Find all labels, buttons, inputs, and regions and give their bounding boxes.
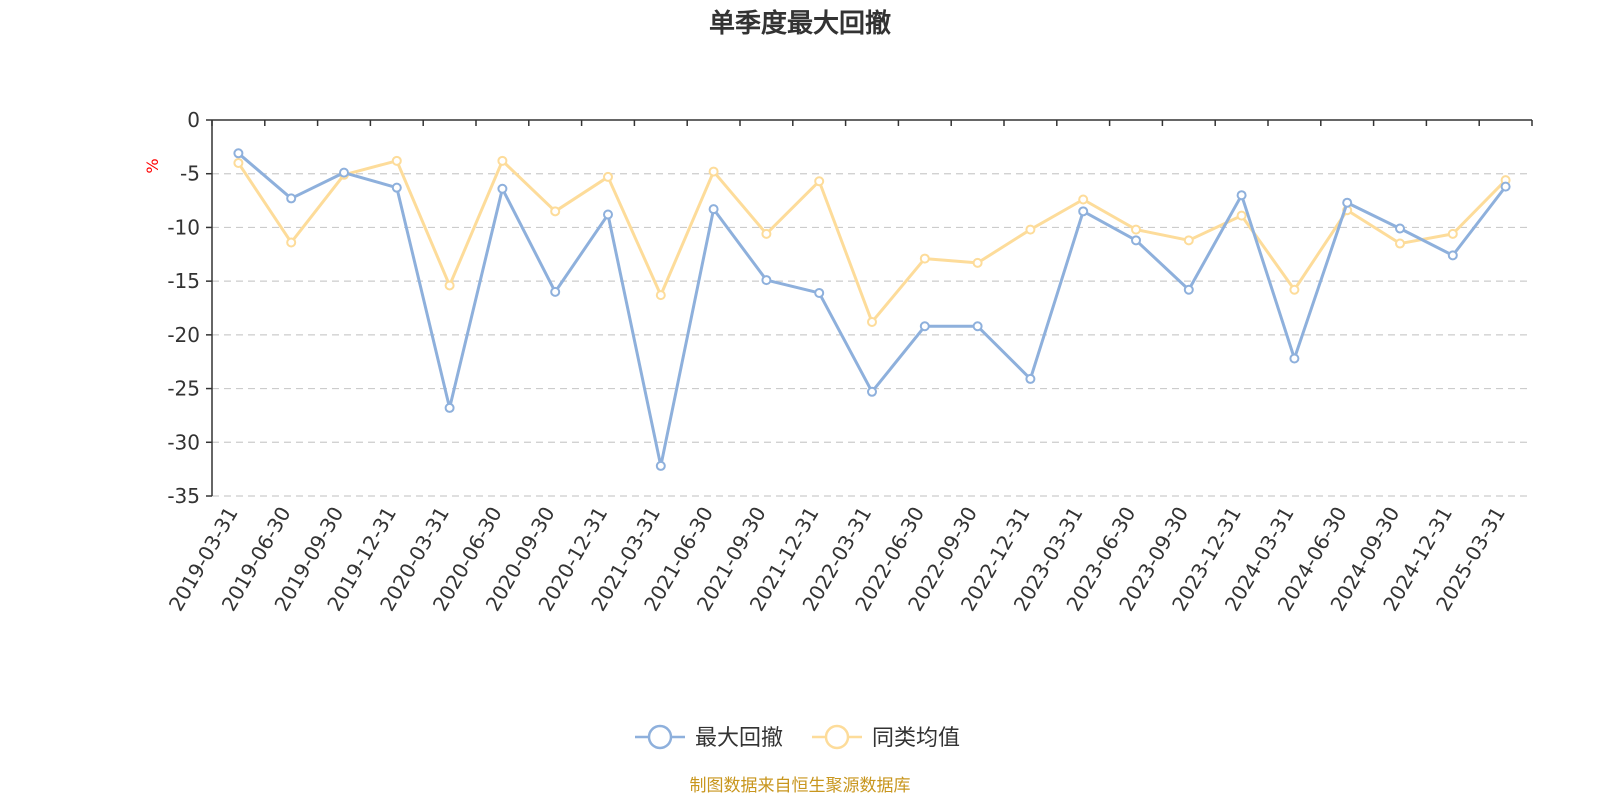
data-point	[497, 183, 508, 194]
series-line-1	[237, 152, 1507, 468]
data-point	[286, 237, 297, 248]
legend[interactable]: 最大回撤 同类均值	[635, 724, 960, 751]
data-point	[391, 182, 402, 193]
y-tick-label: -5	[180, 162, 200, 186]
y-tick-label: -10	[167, 215, 200, 239]
data-point	[761, 228, 772, 239]
data-point	[1183, 235, 1194, 246]
y-tick-label: -25	[167, 377, 200, 401]
chart-title: 单季度最大回撤	[709, 8, 891, 39]
data-point	[1025, 224, 1036, 235]
data-point	[814, 287, 825, 298]
y-tick-label: -15	[167, 269, 200, 293]
y-tick-label: 0	[187, 108, 200, 132]
axes: 0-5-10-15-20-25-30-352019-03-312019-06-3…	[164, 108, 1533, 615]
data-point	[1500, 181, 1511, 192]
data-point	[1395, 223, 1405, 234]
data-point	[1447, 228, 1458, 239]
legend-circle-icon	[647, 724, 673, 750]
data-point	[867, 316, 877, 327]
data-point	[867, 386, 877, 397]
data-point	[339, 167, 349, 178]
grid-lines	[212, 173, 1532, 497]
data-point	[550, 206, 561, 217]
data-point	[655, 460, 666, 471]
data-point	[1395, 238, 1405, 249]
data-point	[1289, 284, 1300, 295]
data-point	[444, 280, 455, 291]
series-lines	[233, 148, 1511, 471]
data-point	[1131, 235, 1141, 246]
data-point	[233, 148, 244, 159]
data-point	[708, 166, 719, 177]
data-point	[1025, 373, 1036, 384]
data-point	[1078, 194, 1089, 205]
data-point	[919, 321, 930, 332]
data-point	[708, 204, 719, 215]
data-point	[919, 253, 930, 264]
data-point	[603, 209, 613, 220]
legend-label: 同类均值	[872, 726, 960, 751]
data-point	[1236, 190, 1247, 201]
data-point	[444, 402, 455, 413]
data-point	[603, 171, 613, 182]
data-point	[286, 193, 297, 204]
data-point	[1289, 353, 1300, 364]
data-point	[1078, 206, 1089, 217]
data-point	[497, 155, 508, 166]
data-point	[761, 275, 772, 286]
y-tick-label: -20	[167, 323, 200, 347]
y-tick-label: -30	[167, 430, 200, 454]
data-point	[1183, 284, 1194, 295]
legend-item-1[interactable]: 最大回撤	[635, 724, 783, 751]
y-axis-unit: %	[143, 158, 162, 173]
legend-label: 最大回撤	[695, 726, 783, 751]
data-point	[233, 157, 244, 168]
data-point	[1342, 197, 1353, 208]
data-point	[1447, 250, 1458, 261]
data-point	[1236, 210, 1247, 221]
data-point	[391, 155, 402, 166]
data-point	[1131, 224, 1141, 235]
data-point	[972, 321, 983, 332]
data-point	[655, 290, 666, 301]
data-point	[814, 176, 825, 187]
y-tick-label: -35	[167, 484, 200, 508]
source-note: 制图数据来自恒生聚源数据库	[690, 776, 911, 796]
legend-item-2[interactable]: 同类均值	[812, 724, 960, 751]
data-point	[972, 257, 983, 268]
data-point	[550, 286, 561, 297]
legend-circle-icon	[824, 724, 850, 750]
